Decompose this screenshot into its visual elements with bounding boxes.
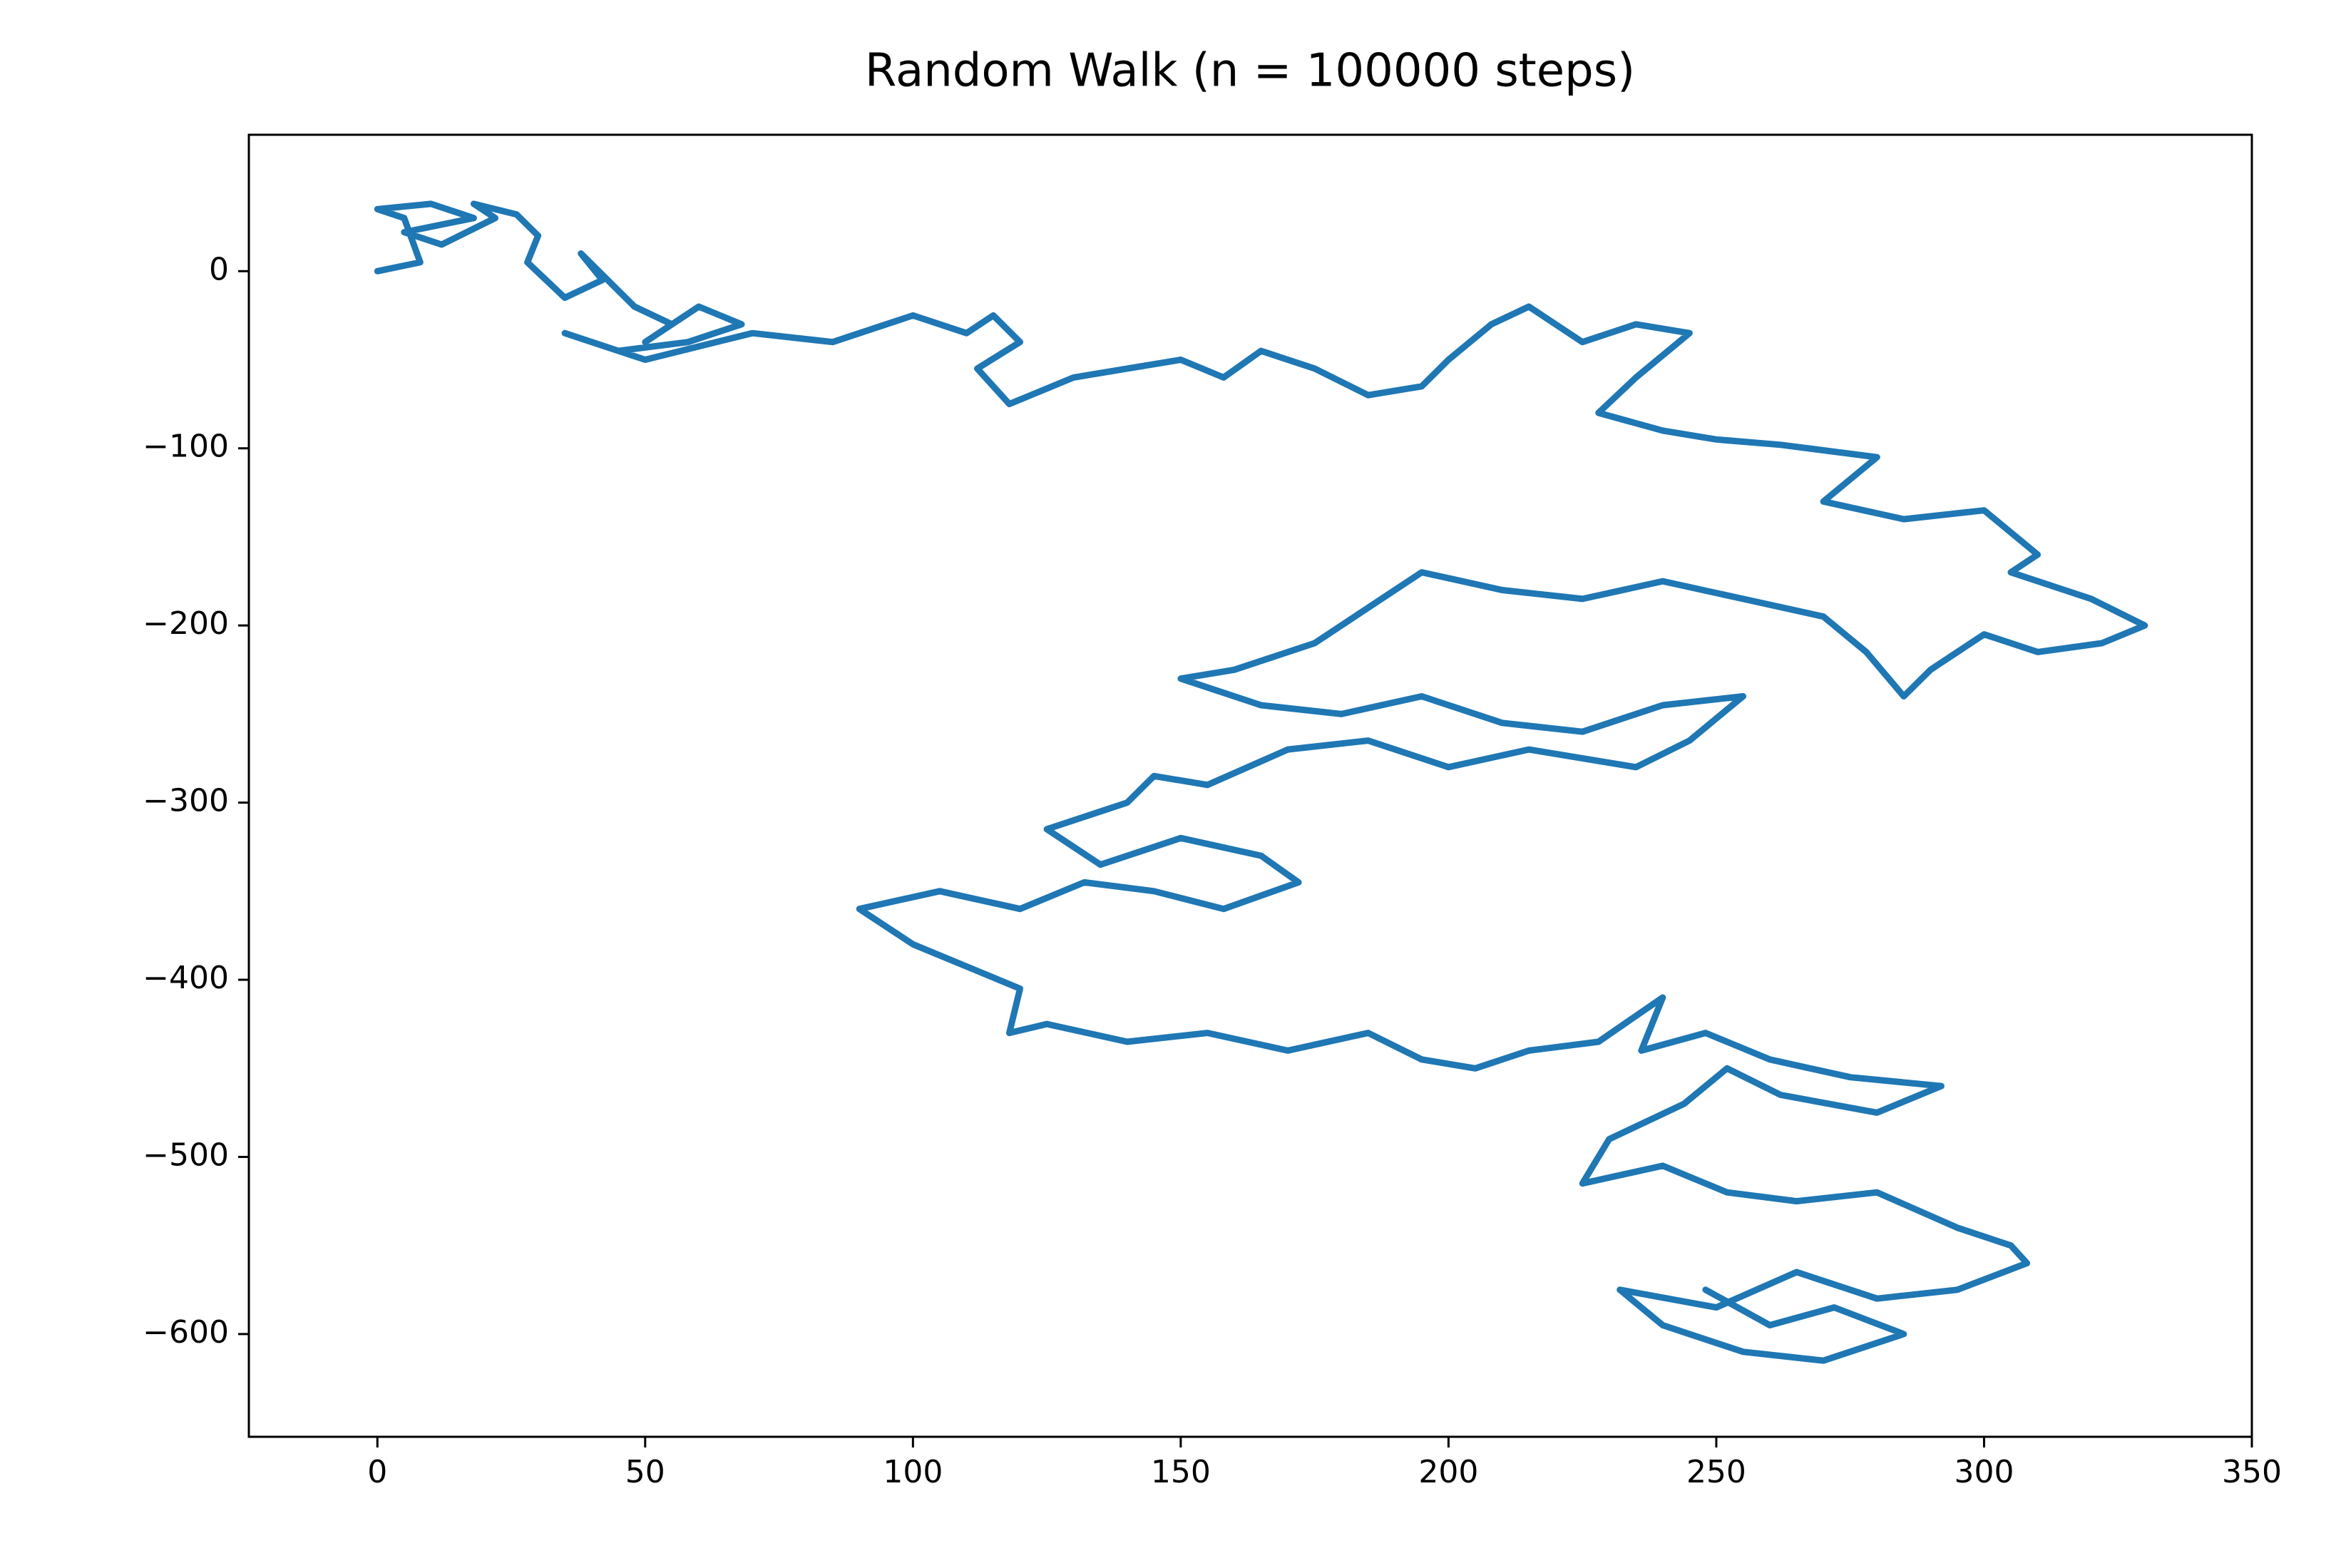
y-tick-label: −400 — [143, 960, 229, 996]
y-tick-label: −200 — [143, 605, 229, 642]
x-tick-label: 300 — [1954, 1454, 2014, 1490]
y-tick-label: −300 — [143, 783, 229, 819]
y-tick-label: −500 — [143, 1137, 229, 1173]
y-tick-label: −600 — [143, 1314, 229, 1351]
y-tick-label: −100 — [143, 429, 229, 465]
walk-line — [374, 200, 2148, 1364]
x-tick-label: 0 — [367, 1454, 387, 1490]
plot-frame — [247, 133, 2253, 1438]
y-tick-label: 0 — [209, 251, 229, 287]
x-tick-label: 200 — [1418, 1454, 1478, 1490]
x-tick-label: 100 — [883, 1454, 943, 1490]
chart-title: Random Walk (n = 100000 steps) — [865, 45, 1635, 98]
x-tick-label: 350 — [2222, 1454, 2282, 1490]
x-tick-label: 250 — [1686, 1454, 1746, 1490]
x-tick-label: 150 — [1151, 1454, 1211, 1490]
x-tick-label: 50 — [625, 1454, 665, 1490]
